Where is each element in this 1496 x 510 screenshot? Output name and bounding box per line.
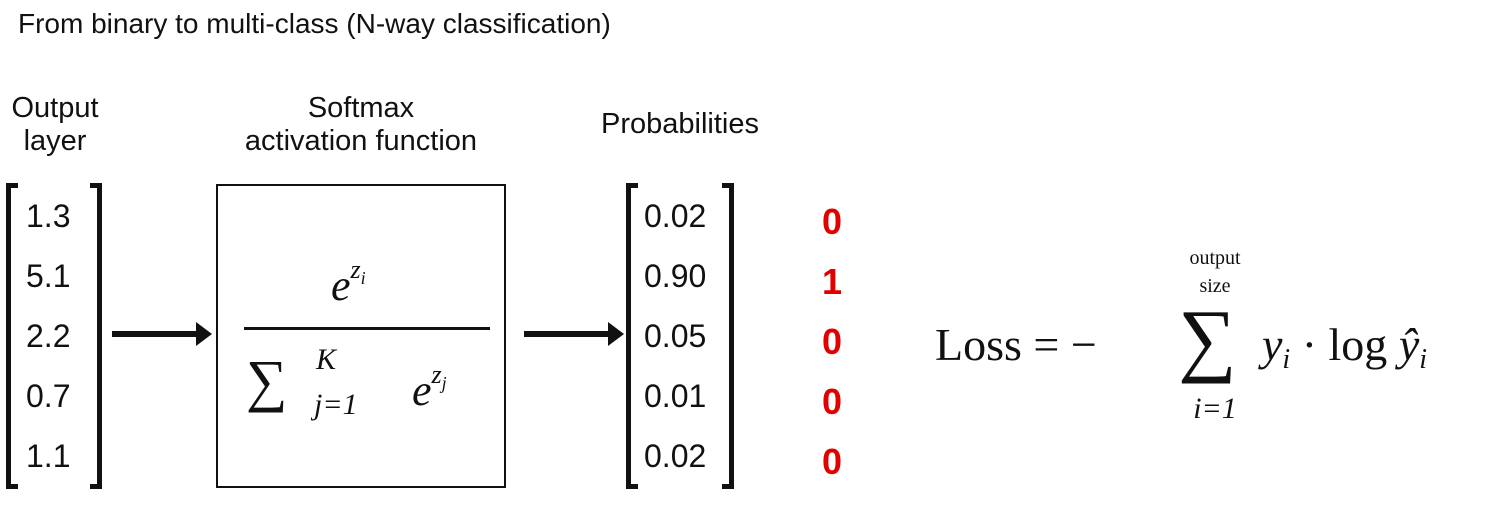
probabilities-header: Probabilities	[601, 108, 759, 140]
softmax-denominator-term: ezj	[412, 360, 447, 416]
output-value: 1.1	[26, 438, 71, 474]
output-value: 0.7	[26, 378, 71, 414]
label-value: 1	[822, 261, 843, 302]
summation-upper-limit: K	[316, 343, 337, 376]
softmax-header: Softmax activation function	[216, 92, 506, 158]
arrow-to-softmax	[112, 322, 212, 346]
numerator-exponent: z	[350, 255, 361, 284]
softmax-header-line-2: activation function	[244, 125, 478, 157]
denominator-exponent-sub: j	[441, 373, 447, 394]
softmax-box	[216, 184, 506, 488]
label-value: 0	[822, 321, 843, 362]
fraction-bar	[244, 327, 490, 330]
output-value: 2.2	[26, 318, 71, 354]
probability-value: 0.02	[644, 198, 707, 234]
output-value: 5.1	[26, 258, 71, 294]
loss-sum-upper-limit: output size	[1150, 244, 1280, 300]
label-value: 0	[822, 201, 843, 242]
loss-upper-line-1: output	[1189, 247, 1241, 269]
label-value: 0	[822, 381, 843, 422]
loss-sum-lower-limit: i=1	[1193, 392, 1237, 425]
output-vector-left-bracket	[6, 183, 18, 489]
prob-vector-right-bracket	[722, 183, 734, 489]
softmax-numerator: ezi	[331, 255, 366, 311]
output-layer-header-line-1: Output	[11, 92, 99, 124]
output-vector-right-bracket	[90, 183, 102, 489]
loss-y: y	[1262, 319, 1283, 370]
prob-vector-left-bracket	[626, 183, 638, 489]
probability-value: 0.02	[644, 438, 707, 474]
summation-lower-limit: j=1	[314, 388, 358, 421]
loss-y-hat: ŷ	[1398, 319, 1420, 370]
output-layer-header-line-2: layer	[23, 125, 87, 157]
probability-value: 0.01	[644, 378, 707, 414]
output-layer-header: Output layer	[0, 92, 110, 158]
loss-upper-line-2: size	[1199, 275, 1231, 297]
page-title: From binary to multi-class (N-way classi…	[18, 8, 611, 39]
probability-value: 0.05	[644, 318, 707, 354]
summation-symbol: ∑	[246, 348, 288, 413]
one-hot-labels: 0 1 0 0 0	[822, 192, 842, 492]
loss-dot-log: · log	[1290, 319, 1399, 370]
loss-y-hat-sub: i	[1419, 344, 1428, 375]
loss-summation-symbol: ∑	[1178, 293, 1237, 384]
denominator-exponent: z	[431, 360, 442, 389]
label-value: 0	[822, 441, 843, 482]
arrow-to-probabilities	[524, 322, 624, 346]
loss-rhs: yi · log ŷi	[1262, 318, 1427, 376]
numerator-exponent-sub: i	[360, 268, 366, 289]
output-value: 1.3	[26, 198, 71, 234]
softmax-header-line-1: Softmax	[307, 92, 415, 124]
numerator-base: e	[331, 261, 351, 310]
probability-value: 0.90	[644, 258, 707, 294]
output-layer-vector: 1.3 5.1 2.2 0.7 1.1	[26, 186, 70, 486]
loss-lhs: Loss = −	[935, 319, 1097, 370]
loss-y-sub: i	[1282, 344, 1291, 375]
probabilities-vector: 0.02 0.90 0.05 0.01 0.02	[644, 186, 706, 486]
denominator-base: e	[412, 366, 432, 415]
